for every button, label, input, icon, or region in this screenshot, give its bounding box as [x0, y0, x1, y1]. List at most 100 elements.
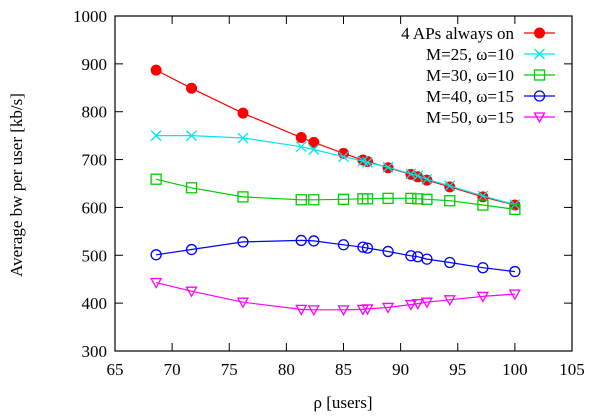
series-line [156, 135, 516, 206]
data-point [382, 161, 394, 173]
data-point [337, 193, 350, 205]
data-point [337, 305, 350, 317]
data-point [477, 190, 489, 202]
data-point [357, 241, 369, 253]
legend-label: M=50, ω=15 [426, 108, 514, 127]
y-tick-label: 500 [82, 246, 108, 265]
chart-legend: 4 APs always on M=25, ω=10 M=30, ω=10 M=40,… [401, 24, 555, 127]
x-tick-label: 100 [502, 360, 528, 379]
data-point [295, 194, 307, 206]
data-point [444, 256, 456, 269]
x-tick-label: 80 [278, 360, 295, 379]
data-point [508, 289, 521, 301]
chart-axes: 65 70 75 80 85 90 95 100 105 300 400 500 600 700 800 90… [73, 7, 585, 379]
data-point [150, 173, 162, 185]
data-point [361, 193, 374, 205]
data-point [237, 236, 249, 248]
data-point [509, 203, 521, 215]
x-tick-label: 90 [392, 360, 409, 379]
data-point [509, 265, 521, 278]
y-tick-label: 800 [82, 103, 108, 122]
data-point [477, 262, 489, 274]
x-tick-label: 75 [221, 360, 238, 379]
data-point [412, 193, 424, 205]
data-point [150, 277, 163, 289]
data-point [404, 299, 418, 311]
y-tick-label: 900 [82, 55, 108, 74]
data-point [295, 304, 308, 316]
legend-label: 4 APs always on [401, 24, 514, 43]
data-point [381, 302, 395, 314]
data-point [444, 195, 456, 207]
data-point [295, 141, 307, 153]
data-point [237, 107, 249, 119]
legend-entry: M=50, ω=15 [426, 108, 555, 127]
data-point [382, 192, 394, 204]
data-point [308, 194, 320, 206]
y-axis-label: Average bw per user [kb/s] [7, 93, 26, 277]
data-point [307, 305, 320, 317]
data-point [186, 130, 198, 142]
data-point [295, 234, 307, 247]
series-2 [150, 130, 521, 211]
series-3 [150, 173, 521, 215]
legend-entry: M=40, ω=15 [426, 87, 555, 106]
legend-marker [533, 90, 546, 102]
data-point [150, 130, 162, 142]
x-tick-label: 85 [335, 360, 352, 379]
data-point [237, 191, 249, 203]
data-point [308, 144, 320, 155]
chart-series [150, 64, 521, 317]
legend-entry: M=30, ω=10 [426, 66, 555, 85]
data-point [185, 182, 198, 194]
data-point [295, 132, 307, 144]
y-tick-label: 600 [82, 198, 108, 217]
data-point [361, 242, 374, 254]
data-point [308, 136, 320, 148]
data-point [421, 253, 433, 265]
legend-entry: M=25, ω=10 [426, 45, 555, 64]
data-point [150, 64, 162, 76]
y-tick-label: 700 [82, 151, 108, 170]
data-point [405, 168, 417, 180]
legend-entry: 4 APs always on [401, 24, 555, 43]
data-point [237, 132, 249, 144]
data-point [186, 82, 198, 94]
series-4 [150, 234, 521, 278]
data-point [477, 199, 489, 211]
legend-marker [533, 112, 546, 124]
series-5 [150, 277, 521, 317]
data-point [444, 180, 456, 192]
data-point [361, 304, 374, 316]
x-axis-label: ρ [users] [314, 393, 373, 412]
data-point [150, 249, 162, 261]
data-point [338, 151, 349, 163]
data-point [411, 298, 424, 310]
legend-marker [534, 27, 545, 39]
x-tick-label: 70 [164, 360, 181, 379]
data-point [382, 245, 394, 258]
x-tick-label: 65 [107, 360, 124, 379]
data-point [308, 235, 320, 247]
data-point [362, 156, 373, 168]
legend-marker [533, 69, 546, 81]
legend-label: M=25, ω=10 [426, 45, 514, 64]
data-point [405, 250, 417, 262]
series-line [155, 178, 515, 210]
data-point [412, 170, 424, 182]
data-point [236, 297, 250, 309]
data-point [476, 291, 489, 303]
legend-marker [534, 48, 545, 60]
data-point [421, 173, 433, 185]
data-point [420, 297, 434, 309]
data-point [337, 239, 350, 251]
data-point [405, 192, 417, 204]
series-line [155, 282, 515, 311]
series-1 [150, 64, 521, 211]
legend-label: M=40, ω=15 [426, 87, 514, 106]
data-point [185, 243, 198, 256]
y-tick-label: 400 [82, 294, 108, 313]
data-point [443, 295, 456, 307]
series-line [156, 239, 515, 273]
